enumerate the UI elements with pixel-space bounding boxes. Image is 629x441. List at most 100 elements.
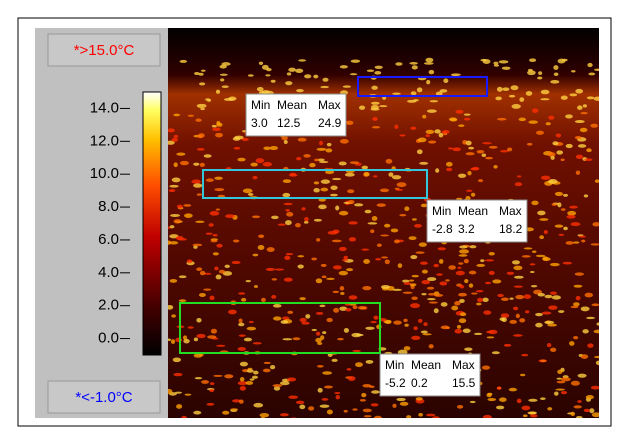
- hot-spot: [422, 115, 426, 119]
- hot-spot: [288, 395, 298, 398]
- hot-spot: [167, 128, 175, 132]
- max-label: *>15.0°C: [74, 42, 135, 59]
- hot-spot: [216, 209, 220, 211]
- hot-spot: [201, 380, 209, 384]
- hot-spot: [502, 87, 509, 91]
- hot-spot: [448, 147, 453, 149]
- hot-spot: [253, 176, 258, 180]
- hot-spot: [336, 395, 340, 399]
- hot-spot: [340, 139, 349, 144]
- hot-spot: [248, 193, 253, 196]
- hot-spot: [400, 402, 409, 406]
- hot-spot: [333, 308, 339, 313]
- hot-spot: [552, 141, 558, 145]
- hot-spot: [312, 329, 317, 331]
- hot-spot: [411, 91, 417, 95]
- hot-spot: [514, 276, 524, 279]
- hot-spot: [595, 179, 600, 182]
- hot-spot: [297, 255, 304, 257]
- hot-spot: [245, 381, 253, 385]
- hot-spot: [370, 229, 374, 233]
- hot-spot: [576, 171, 580, 175]
- hot-spot: [535, 313, 543, 316]
- hot-spot: [587, 63, 592, 67]
- hot-spot: [571, 381, 580, 386]
- hot-spot: [548, 305, 557, 310]
- hot-spot: [497, 386, 502, 390]
- hot-spot: [346, 268, 353, 271]
- hot-spot: [434, 308, 439, 313]
- hot-spot: [590, 124, 598, 128]
- hot-spot: [441, 302, 448, 307]
- hot-spot: [283, 179, 291, 183]
- hot-spot: [497, 87, 503, 92]
- hot-spot: [419, 162, 428, 165]
- hot-spot: [172, 138, 178, 142]
- hot-spot: [196, 334, 205, 338]
- hot-spot: [240, 386, 246, 391]
- hot-spot: [472, 167, 479, 170]
- hot-spot: [581, 306, 590, 311]
- hot-spot: [397, 182, 407, 187]
- hot-spot: [180, 60, 187, 63]
- hot-spot: [550, 156, 554, 160]
- hot-spot: [256, 158, 264, 163]
- hot-spot: [478, 179, 483, 182]
- hot-spot: [250, 163, 257, 167]
- hot-spot: [448, 265, 456, 269]
- hot-spot: [339, 247, 347, 251]
- hot-spot: [225, 214, 235, 218]
- hot-spot: [183, 204, 191, 207]
- hot-spot: [523, 294, 531, 299]
- hot-spot: [296, 401, 304, 405]
- hot-spot: [360, 399, 366, 402]
- hot-spot: [285, 220, 292, 225]
- hot-spot: [410, 127, 416, 130]
- hot-spot: [527, 70, 536, 75]
- hot-spot: [171, 314, 176, 317]
- hot-spot: [321, 398, 328, 401]
- hot-spot: [366, 360, 374, 364]
- hot-spot: [331, 359, 337, 362]
- hot-spot: [240, 362, 248, 367]
- hot-spot: [520, 374, 525, 376]
- hot-spot: [365, 327, 374, 330]
- hot-spot: [319, 305, 325, 307]
- hot-spot: [497, 294, 504, 297]
- hot-spot: [496, 406, 504, 410]
- hot-spot: [584, 409, 590, 412]
- hot-spot: [552, 203, 557, 206]
- hot-spot: [517, 175, 521, 177]
- hot-spot: [209, 296, 214, 301]
- hot-spot: [345, 173, 355, 177]
- hot-spot: [349, 295, 358, 299]
- stat-header: Mean: [277, 98, 307, 112]
- hot-spot: [482, 142, 492, 144]
- hot-spot: [212, 125, 217, 128]
- hot-spot: [238, 347, 246, 351]
- stat-header: Mean: [458, 204, 488, 218]
- hot-spot: [480, 259, 484, 262]
- hot-spot: [535, 323, 543, 328]
- hot-spot: [553, 65, 558, 70]
- hot-spot: [455, 329, 462, 334]
- hot-spot: [430, 100, 438, 102]
- hot-spot: [319, 161, 329, 163]
- hot-spot: [220, 78, 224, 81]
- hot-spot: [441, 326, 450, 330]
- hot-spot: [369, 386, 375, 388]
- hot-spot: [554, 392, 559, 396]
- hot-spot: [439, 259, 443, 264]
- hot-spot: [586, 148, 591, 152]
- hot-spot: [398, 263, 403, 268]
- hot-spot: [540, 98, 549, 100]
- hot-spot: [550, 292, 557, 295]
- hot-spot: [284, 278, 293, 282]
- min-label: *<-1.0°C: [75, 389, 132, 406]
- hot-spot: [426, 80, 430, 85]
- hot-spot: [423, 322, 427, 326]
- hot-spot: [352, 408, 357, 410]
- hot-spot: [179, 299, 187, 302]
- hot-spot: [309, 163, 315, 167]
- hot-spot: [466, 190, 472, 192]
